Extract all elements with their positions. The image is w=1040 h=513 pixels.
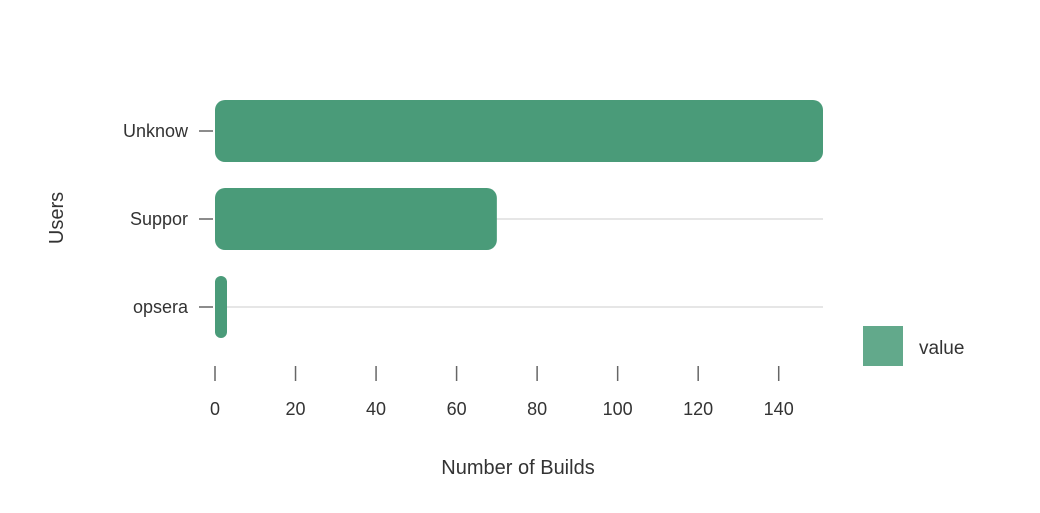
x-tick-label: 60 [447, 399, 467, 419]
y-tick-label: Suppor [130, 209, 188, 229]
legend-swatch [863, 326, 903, 366]
x-tick-label: 40 [366, 399, 386, 419]
x-tick-label: 120 [683, 399, 713, 419]
x-tick-label: 0 [210, 399, 220, 419]
bar [215, 100, 823, 162]
bars [215, 100, 823, 338]
y-axis: Unknow Suppor opsera [123, 121, 213, 317]
bar [215, 188, 497, 250]
x-axis: 0 20 40 60 80 100 120 140 [210, 366, 794, 419]
x-tick-label: 100 [603, 399, 633, 419]
bar [215, 276, 227, 338]
x-tick-label: 20 [286, 399, 306, 419]
y-axis-title: Users [46, 192, 68, 244]
y-tick-label: opsera [133, 297, 189, 317]
y-tick-label: Unknow [123, 121, 189, 141]
x-tick-label: 80 [527, 399, 547, 419]
legend-label: value [919, 338, 964, 359]
x-axis-title: Number of Builds [441, 457, 594, 479]
x-tick-label: 140 [764, 399, 794, 419]
legend: value [863, 326, 964, 366]
